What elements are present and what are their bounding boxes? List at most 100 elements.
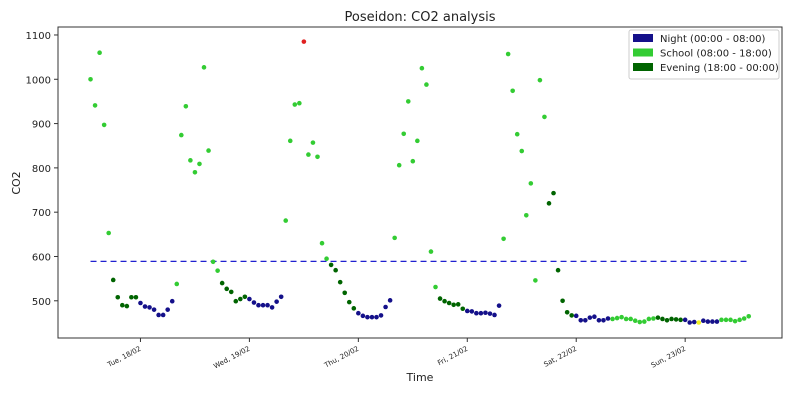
data-point [233, 298, 239, 304]
data-point [301, 39, 307, 44]
data-point [197, 161, 202, 167]
legend-swatch [633, 48, 653, 57]
data-point [601, 317, 606, 323]
legend-label: Night (00:00 - 08:00) [660, 34, 766, 45]
data-point [242, 294, 248, 300]
data-point [528, 181, 534, 186]
data-point [92, 103, 98, 108]
data-point [483, 310, 488, 316]
data-point [687, 320, 693, 325]
data-point [455, 302, 461, 307]
data-point [369, 314, 375, 320]
data-points [88, 39, 752, 325]
data-point [551, 190, 556, 196]
x-tick-label: Wed, 19/02 [212, 345, 251, 371]
data-point [142, 304, 148, 309]
data-point [564, 310, 570, 315]
data-point [510, 88, 515, 94]
data-point [746, 313, 752, 319]
data-point [405, 99, 411, 104]
data-point [664, 317, 670, 323]
chart-title: Poseidon: CO2 analysis [344, 10, 495, 25]
data-point [201, 65, 207, 70]
data-point [179, 132, 184, 138]
data-point [428, 249, 434, 254]
data-point [596, 317, 602, 323]
data-point [651, 316, 656, 321]
legend-swatch [633, 63, 653, 71]
data-point [464, 308, 470, 314]
data-point [555, 267, 561, 273]
data-point [206, 148, 211, 153]
data-point [655, 315, 661, 320]
data-point [433, 284, 438, 290]
data-point [101, 122, 107, 128]
data-point [437, 296, 443, 301]
data-point [623, 316, 629, 322]
data-point [691, 319, 697, 325]
data-point [328, 262, 334, 268]
data-point [365, 314, 370, 320]
legend-label: School (08:00 - 18:00) [660, 49, 772, 60]
data-point [537, 77, 543, 83]
y-tick-label: 600 [32, 252, 51, 263]
data-point [723, 317, 729, 323]
data-point [224, 286, 230, 292]
data-point [678, 317, 683, 323]
data-point [546, 201, 552, 206]
data-point [138, 300, 143, 306]
data-point [156, 312, 161, 318]
data-point [619, 314, 624, 320]
legend: Night (00:00 - 08:00) School (08:00 - 18:… [628, 29, 780, 80]
data-point [215, 268, 220, 273]
legend-label: Evening (18:00 - 00:00) [660, 63, 779, 74]
data-point [501, 236, 506, 242]
data-point [306, 152, 311, 157]
data-point [446, 300, 452, 306]
y-tick-label: 1000 [26, 75, 51, 86]
data-point [560, 298, 565, 304]
data-point [533, 278, 538, 283]
data-point [401, 131, 407, 137]
data-point [287, 138, 293, 144]
x-tick-label: Thu, 20/02 [322, 345, 360, 370]
y-tick-label: 800 [32, 164, 51, 175]
data-point [274, 299, 279, 304]
data-point [297, 100, 302, 106]
data-point [147, 305, 152, 310]
data-point [642, 319, 647, 324]
data-point [174, 281, 180, 287]
data-point [605, 316, 611, 321]
data-point [583, 317, 588, 323]
x-tick-label: Tue, 18/02 [105, 345, 142, 370]
data-point [183, 104, 189, 109]
data-point [737, 317, 742, 323]
data-point [514, 131, 520, 137]
data-point [519, 148, 525, 154]
data-point [451, 302, 456, 308]
data-point [383, 304, 388, 310]
data-point [269, 305, 275, 310]
data-point [251, 300, 257, 305]
data-point [219, 280, 225, 286]
data-point [387, 298, 393, 303]
data-point [374, 314, 379, 320]
data-point [442, 298, 447, 304]
data-point [319, 240, 325, 246]
data-point [106, 230, 111, 236]
data-point [342, 290, 348, 296]
data-point [637, 319, 643, 325]
data-point [160, 312, 166, 318]
data-point [396, 162, 402, 168]
data-point [614, 315, 620, 321]
data-point [115, 294, 121, 300]
data-point [315, 154, 320, 160]
data-point [505, 51, 511, 57]
data-point [632, 318, 638, 324]
data-point [356, 310, 361, 316]
y-tick-label: 1100 [26, 31, 51, 42]
data-point [701, 318, 706, 324]
data-point [210, 259, 216, 265]
data-point [378, 313, 384, 318]
data-point [133, 294, 139, 300]
